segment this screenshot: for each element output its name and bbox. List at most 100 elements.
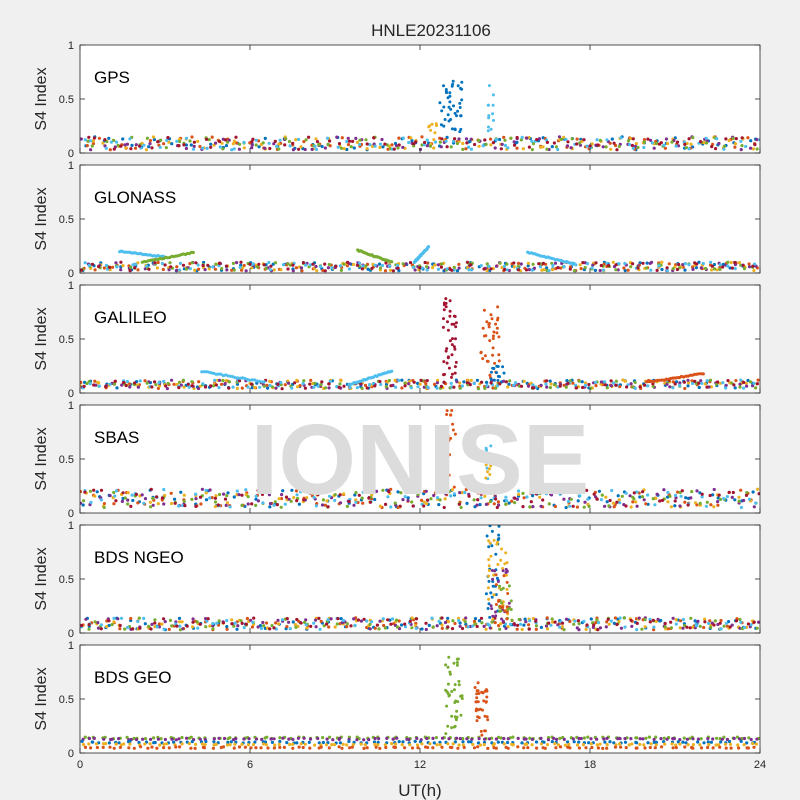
baseline-point — [129, 616, 133, 621]
geo-track-point — [646, 741, 650, 745]
baseline-point — [589, 386, 593, 390]
baseline-point — [675, 267, 680, 272]
baseline-point — [442, 505, 446, 510]
baseline-point — [386, 147, 390, 151]
baseline-point — [497, 503, 501, 507]
baseline-point — [500, 142, 504, 146]
scintillation-point — [507, 584, 511, 588]
baseline-point — [254, 494, 258, 498]
baseline-point — [631, 137, 635, 141]
baseline-point — [544, 382, 548, 386]
baseline-point — [435, 381, 439, 385]
baseline-point — [713, 619, 717, 623]
geo-track-point — [118, 745, 122, 750]
baseline-point — [309, 491, 313, 495]
geo-track-point — [83, 745, 88, 750]
geo-track-point — [104, 742, 108, 746]
baseline-point — [494, 264, 499, 268]
baseline-point — [562, 628, 566, 632]
baseline-point — [261, 620, 265, 625]
baseline-point — [744, 381, 748, 385]
baseline-point — [457, 139, 461, 143]
scintillation-point — [489, 127, 493, 131]
geo-track-point — [522, 746, 526, 750]
baseline-point — [469, 137, 473, 141]
baseline-point — [320, 380, 324, 384]
baseline-point — [161, 267, 165, 272]
geo-track-point — [185, 736, 189, 740]
baseline-point — [665, 266, 669, 270]
baseline-point — [469, 147, 473, 151]
baseline-point — [107, 623, 111, 628]
baseline-point — [551, 268, 555, 272]
baseline-point — [395, 618, 399, 622]
baseline-point — [242, 140, 246, 144]
baseline-point — [137, 616, 141, 620]
baseline-point — [709, 385, 714, 389]
baseline-point — [757, 492, 760, 496]
scintillation-point — [481, 326, 485, 330]
baseline-point — [530, 268, 534, 272]
baseline-point — [255, 265, 260, 269]
scintillation-point — [500, 617, 504, 621]
baseline-point — [666, 495, 670, 499]
geo-track-point — [738, 737, 742, 741]
geo-track-point — [630, 742, 634, 746]
geo-track-point — [337, 745, 341, 749]
baseline-point — [181, 378, 185, 382]
baseline-point — [175, 268, 179, 272]
baseline-point — [549, 623, 553, 627]
geo-track-point — [729, 746, 733, 750]
baseline-point — [698, 491, 702, 495]
geo-track-point — [338, 741, 342, 745]
geo-track-point — [665, 737, 669, 741]
geo-track-point — [494, 746, 498, 750]
scintillation-point — [501, 569, 505, 573]
baseline-point — [740, 144, 744, 148]
geo-track-point — [438, 740, 442, 744]
baseline-point — [685, 625, 689, 629]
baseline-point — [425, 379, 429, 383]
baseline-point — [325, 499, 329, 503]
baseline-point — [303, 386, 307, 390]
geo-track-point — [254, 737, 259, 741]
baseline-point — [610, 137, 614, 141]
baseline-point — [593, 268, 598, 272]
baseline-point — [351, 262, 356, 267]
geo-track-point — [755, 737, 759, 741]
scintillation-point — [492, 118, 495, 122]
baseline-point — [502, 379, 506, 383]
baseline-point — [436, 496, 440, 500]
baseline-point — [676, 144, 681, 148]
baseline-point — [401, 498, 405, 502]
baseline-point — [422, 504, 426, 508]
baseline-point — [172, 382, 176, 386]
baseline-point — [549, 382, 553, 386]
baseline-point — [105, 139, 109, 144]
scintillation-point — [485, 715, 489, 719]
baseline-point — [674, 618, 678, 622]
baseline-point — [716, 503, 720, 507]
baseline-point — [545, 140, 550, 144]
y-axis-label: S4 Index — [33, 547, 50, 610]
baseline-point — [586, 262, 590, 266]
geo-track-point — [127, 746, 131, 750]
baseline-point — [200, 487, 204, 491]
baseline-point — [669, 620, 673, 624]
baseline-point — [299, 145, 303, 149]
baseline-point — [445, 267, 449, 271]
baseline-point — [475, 378, 479, 382]
baseline-point — [462, 380, 466, 384]
baseline-point — [285, 625, 289, 629]
baseline-point — [301, 261, 305, 265]
baseline-point — [594, 384, 598, 388]
geo-track-point — [331, 738, 335, 742]
baseline-point — [82, 499, 86, 503]
baseline-point — [427, 623, 431, 628]
geo-track-point — [299, 742, 303, 746]
baseline-point — [358, 142, 362, 147]
geo-track-point — [685, 737, 690, 741]
baseline-point — [604, 145, 608, 149]
geo-track-point — [649, 742, 653, 746]
baseline-point — [205, 619, 209, 623]
